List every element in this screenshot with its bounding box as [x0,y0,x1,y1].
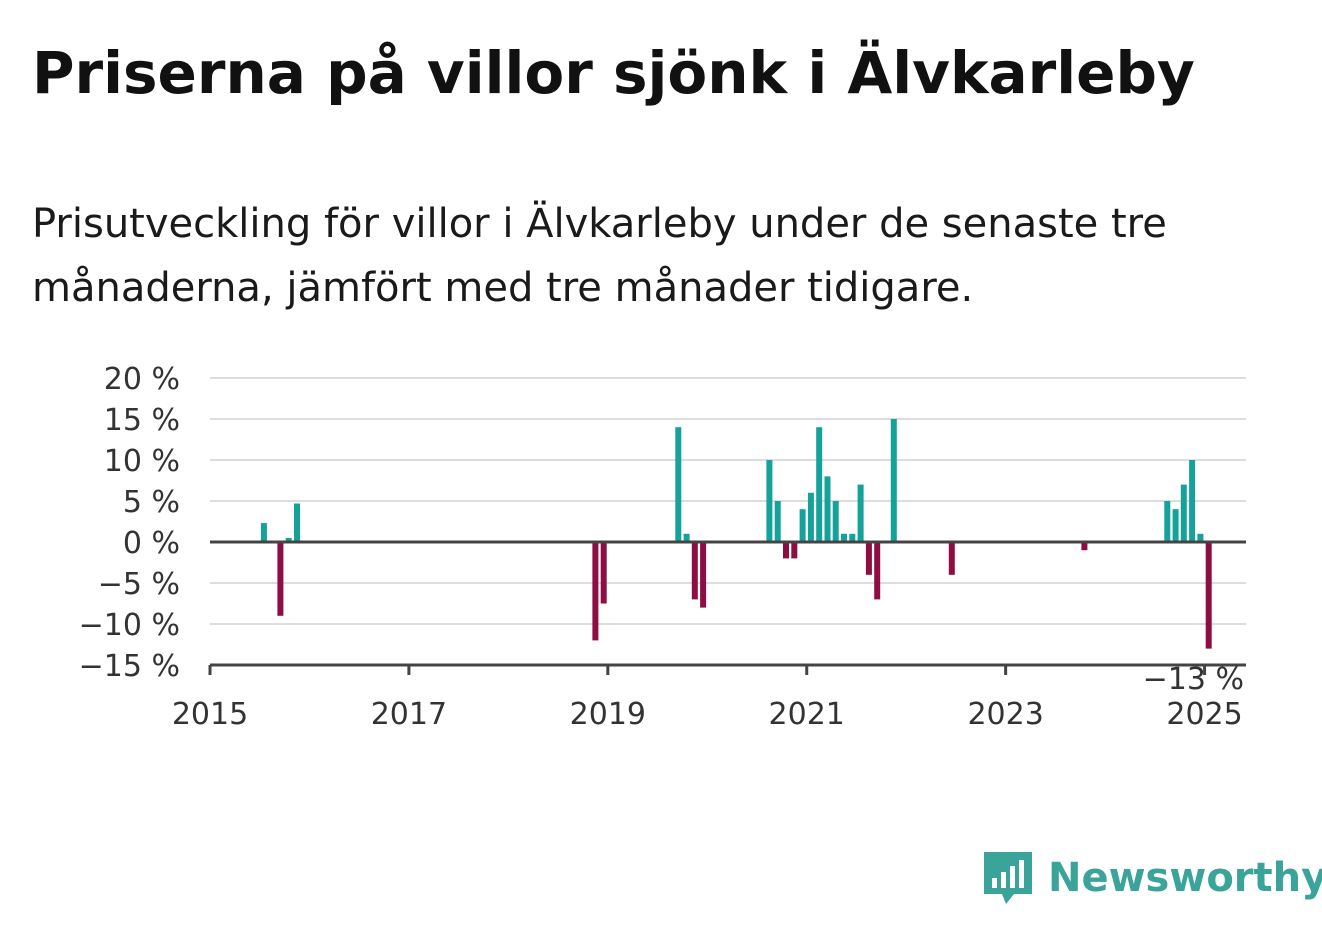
bar [1172,509,1179,542]
tick-labels: 20 % 15 % 10 % 5 % 0 % −5 % −10 % −15 % 2015 2017… [79,362,1244,732]
bar-chart-speech-bubble-icon [984,852,1032,904]
y-tick-label: 5 % [123,485,180,520]
bar [948,542,955,575]
brand-logo: Newsworthy [980,848,1322,908]
bar [849,533,856,542]
y-tick-label: −5 % [98,567,180,602]
bars [260,419,1212,649]
bar [600,542,607,604]
chart-title: Priserna på villor sjönk i Älvkarleby [32,39,1195,107]
bar [766,460,773,542]
bar [294,503,300,542]
y-tick-label: 10 % [104,444,180,479]
bar-chart: 20 % 15 % 10 % 5 % 0 % −5 % −10 % −15 % 2015 2017… [79,362,1246,732]
y-tick-label: −10 % [79,608,180,643]
gridlines [210,377,1246,625]
bar [1197,533,1204,542]
latest-value-annotation: −13 % [1143,662,1244,697]
x-tick-label: 2019 [570,697,646,732]
bar [874,542,881,600]
bar [824,476,831,542]
bar [277,542,284,616]
bar [890,419,897,542]
brand-name: Newsworthy [1048,855,1322,901]
x-tick-label: 2023 [967,697,1043,732]
bar [791,542,798,559]
bar [260,523,267,542]
bar [816,427,823,542]
x-tick-label: 2021 [769,697,845,732]
y-tick-label: 20 % [104,362,180,397]
x-tick-label: 2025 [1166,697,1242,732]
bar [1189,460,1196,542]
y-tick-label: 0 % [123,526,180,561]
bar [1180,484,1187,542]
x-tick-label: 2015 [172,697,248,732]
bar [675,427,682,542]
x-tick-label: 2017 [371,697,447,732]
y-tick-label: −15 % [79,649,180,684]
bar [865,542,872,575]
bar [1205,542,1212,649]
bar [807,492,814,542]
bar [832,501,839,542]
bar [285,537,292,542]
bar [1164,501,1171,542]
bar [683,533,690,542]
bar [841,533,847,542]
bar [592,542,599,641]
chart-subtitle: Prisutveckling för villor i Älvkarleby u… [32,201,1167,311]
bar [783,542,789,559]
bar [1081,542,1088,551]
axes [208,540,1246,675]
bar [799,509,806,542]
bar [700,542,707,608]
bar [691,542,698,600]
bar [774,501,781,542]
bar [857,484,864,542]
y-tick-label: 15 % [104,403,180,438]
